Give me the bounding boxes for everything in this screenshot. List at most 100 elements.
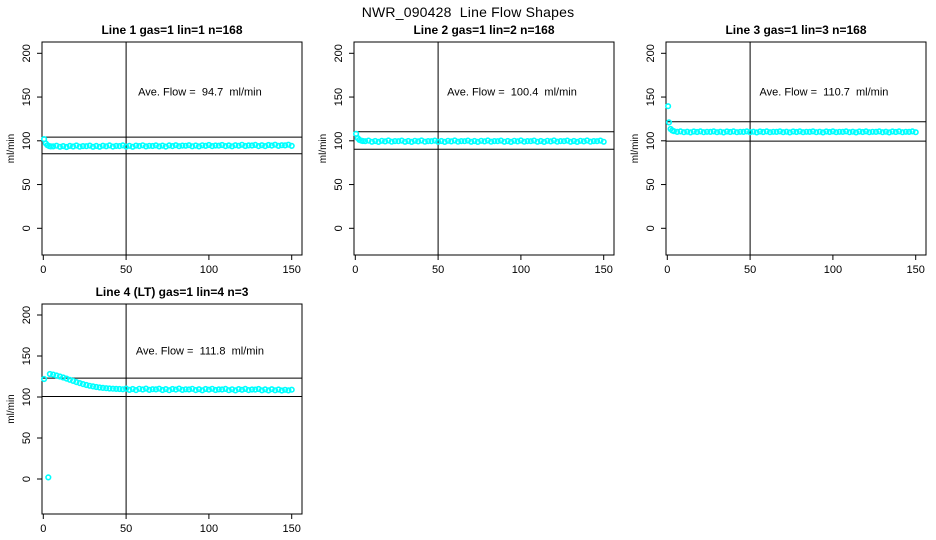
data-point <box>275 142 282 149</box>
data-point <box>116 143 123 150</box>
data-point <box>225 142 232 149</box>
data-point <box>869 128 876 135</box>
x-tick-label: 150 <box>907 264 925 276</box>
data-point <box>129 143 136 150</box>
data-point <box>252 386 259 393</box>
data-point <box>86 382 93 389</box>
data-point <box>554 138 561 145</box>
data-point <box>189 143 196 150</box>
data-point <box>225 387 232 394</box>
data-point <box>282 386 289 393</box>
subplot-line-3: 0 50 100 150 0 50 100 150 200 ml/min Line 3 gas=1 … <box>630 23 927 276</box>
data-point <box>265 141 272 149</box>
data-point <box>693 128 701 136</box>
y-tick-label: 0 <box>645 225 657 231</box>
data-point <box>47 143 54 150</box>
x-tick-label: 0 <box>664 264 670 276</box>
data-point <box>448 138 455 145</box>
data-point <box>438 137 445 145</box>
data-point <box>73 142 80 149</box>
data-point <box>255 143 262 150</box>
data-point <box>856 128 863 135</box>
data-point <box>879 129 886 136</box>
subplot-title: Line 1 gas=1 lin=1 n=168 <box>101 23 242 37</box>
data-point <box>60 143 67 150</box>
data-point <box>139 142 146 149</box>
data-point <box>179 142 186 149</box>
data-point <box>816 128 823 135</box>
data-point <box>268 386 275 393</box>
data-point <box>202 142 209 149</box>
data-point <box>83 143 90 150</box>
data-point <box>56 373 64 380</box>
data-point <box>113 385 120 393</box>
data-point <box>265 387 272 394</box>
data-point <box>166 387 173 394</box>
data-point <box>405 137 412 145</box>
data-point <box>474 138 481 145</box>
data-point <box>428 138 435 145</box>
data-point <box>398 137 405 144</box>
data-point <box>491 138 498 145</box>
data-point <box>245 142 252 149</box>
data-point <box>454 138 462 145</box>
data-point <box>63 375 70 382</box>
data-point <box>378 137 385 144</box>
data-point <box>710 128 717 135</box>
data-point <box>441 138 448 145</box>
data-point <box>258 387 266 394</box>
data-point <box>50 143 57 150</box>
data-point <box>431 137 438 144</box>
data-point <box>229 143 236 150</box>
data-point <box>494 138 501 145</box>
data-point <box>262 386 269 393</box>
data-point <box>199 142 206 149</box>
data-point <box>799 129 807 136</box>
data-point <box>368 138 376 145</box>
data-point <box>60 374 67 381</box>
data-point <box>806 128 813 135</box>
data-point <box>504 137 511 145</box>
data-point <box>232 142 239 149</box>
data-point <box>826 128 833 136</box>
data-point <box>912 129 919 136</box>
data-point <box>727 128 734 136</box>
data-point <box>737 128 744 135</box>
data-point <box>746 129 754 136</box>
data-point <box>202 385 209 393</box>
data-point <box>375 138 382 145</box>
data-point <box>136 143 143 150</box>
data-point <box>219 141 226 149</box>
data-point <box>209 385 216 392</box>
data-point <box>829 128 837 135</box>
data-point <box>152 142 159 149</box>
data-point <box>69 143 77 150</box>
data-point <box>93 383 100 391</box>
data-point <box>215 142 222 149</box>
data-point <box>866 129 873 136</box>
data-point <box>700 129 707 136</box>
data-point <box>142 143 150 150</box>
data-point <box>780 129 787 136</box>
data-point <box>122 143 130 150</box>
data-point <box>401 138 409 145</box>
data-point <box>116 385 123 393</box>
data-point <box>109 143 116 150</box>
data-point <box>359 137 366 145</box>
data-point <box>756 128 764 135</box>
data-point <box>382 138 389 145</box>
data-point <box>119 386 126 393</box>
data-point <box>212 386 219 394</box>
data-point <box>560 138 568 145</box>
data-point <box>793 128 800 136</box>
y-tick-label: 150 <box>333 88 345 106</box>
y-tick-label: 50 <box>333 178 345 190</box>
data-point <box>50 371 57 378</box>
data-point <box>464 137 472 144</box>
data-point <box>69 377 77 385</box>
data-point <box>126 142 133 149</box>
data-point <box>813 129 820 136</box>
data-point <box>53 142 60 149</box>
data-points <box>40 370 295 481</box>
